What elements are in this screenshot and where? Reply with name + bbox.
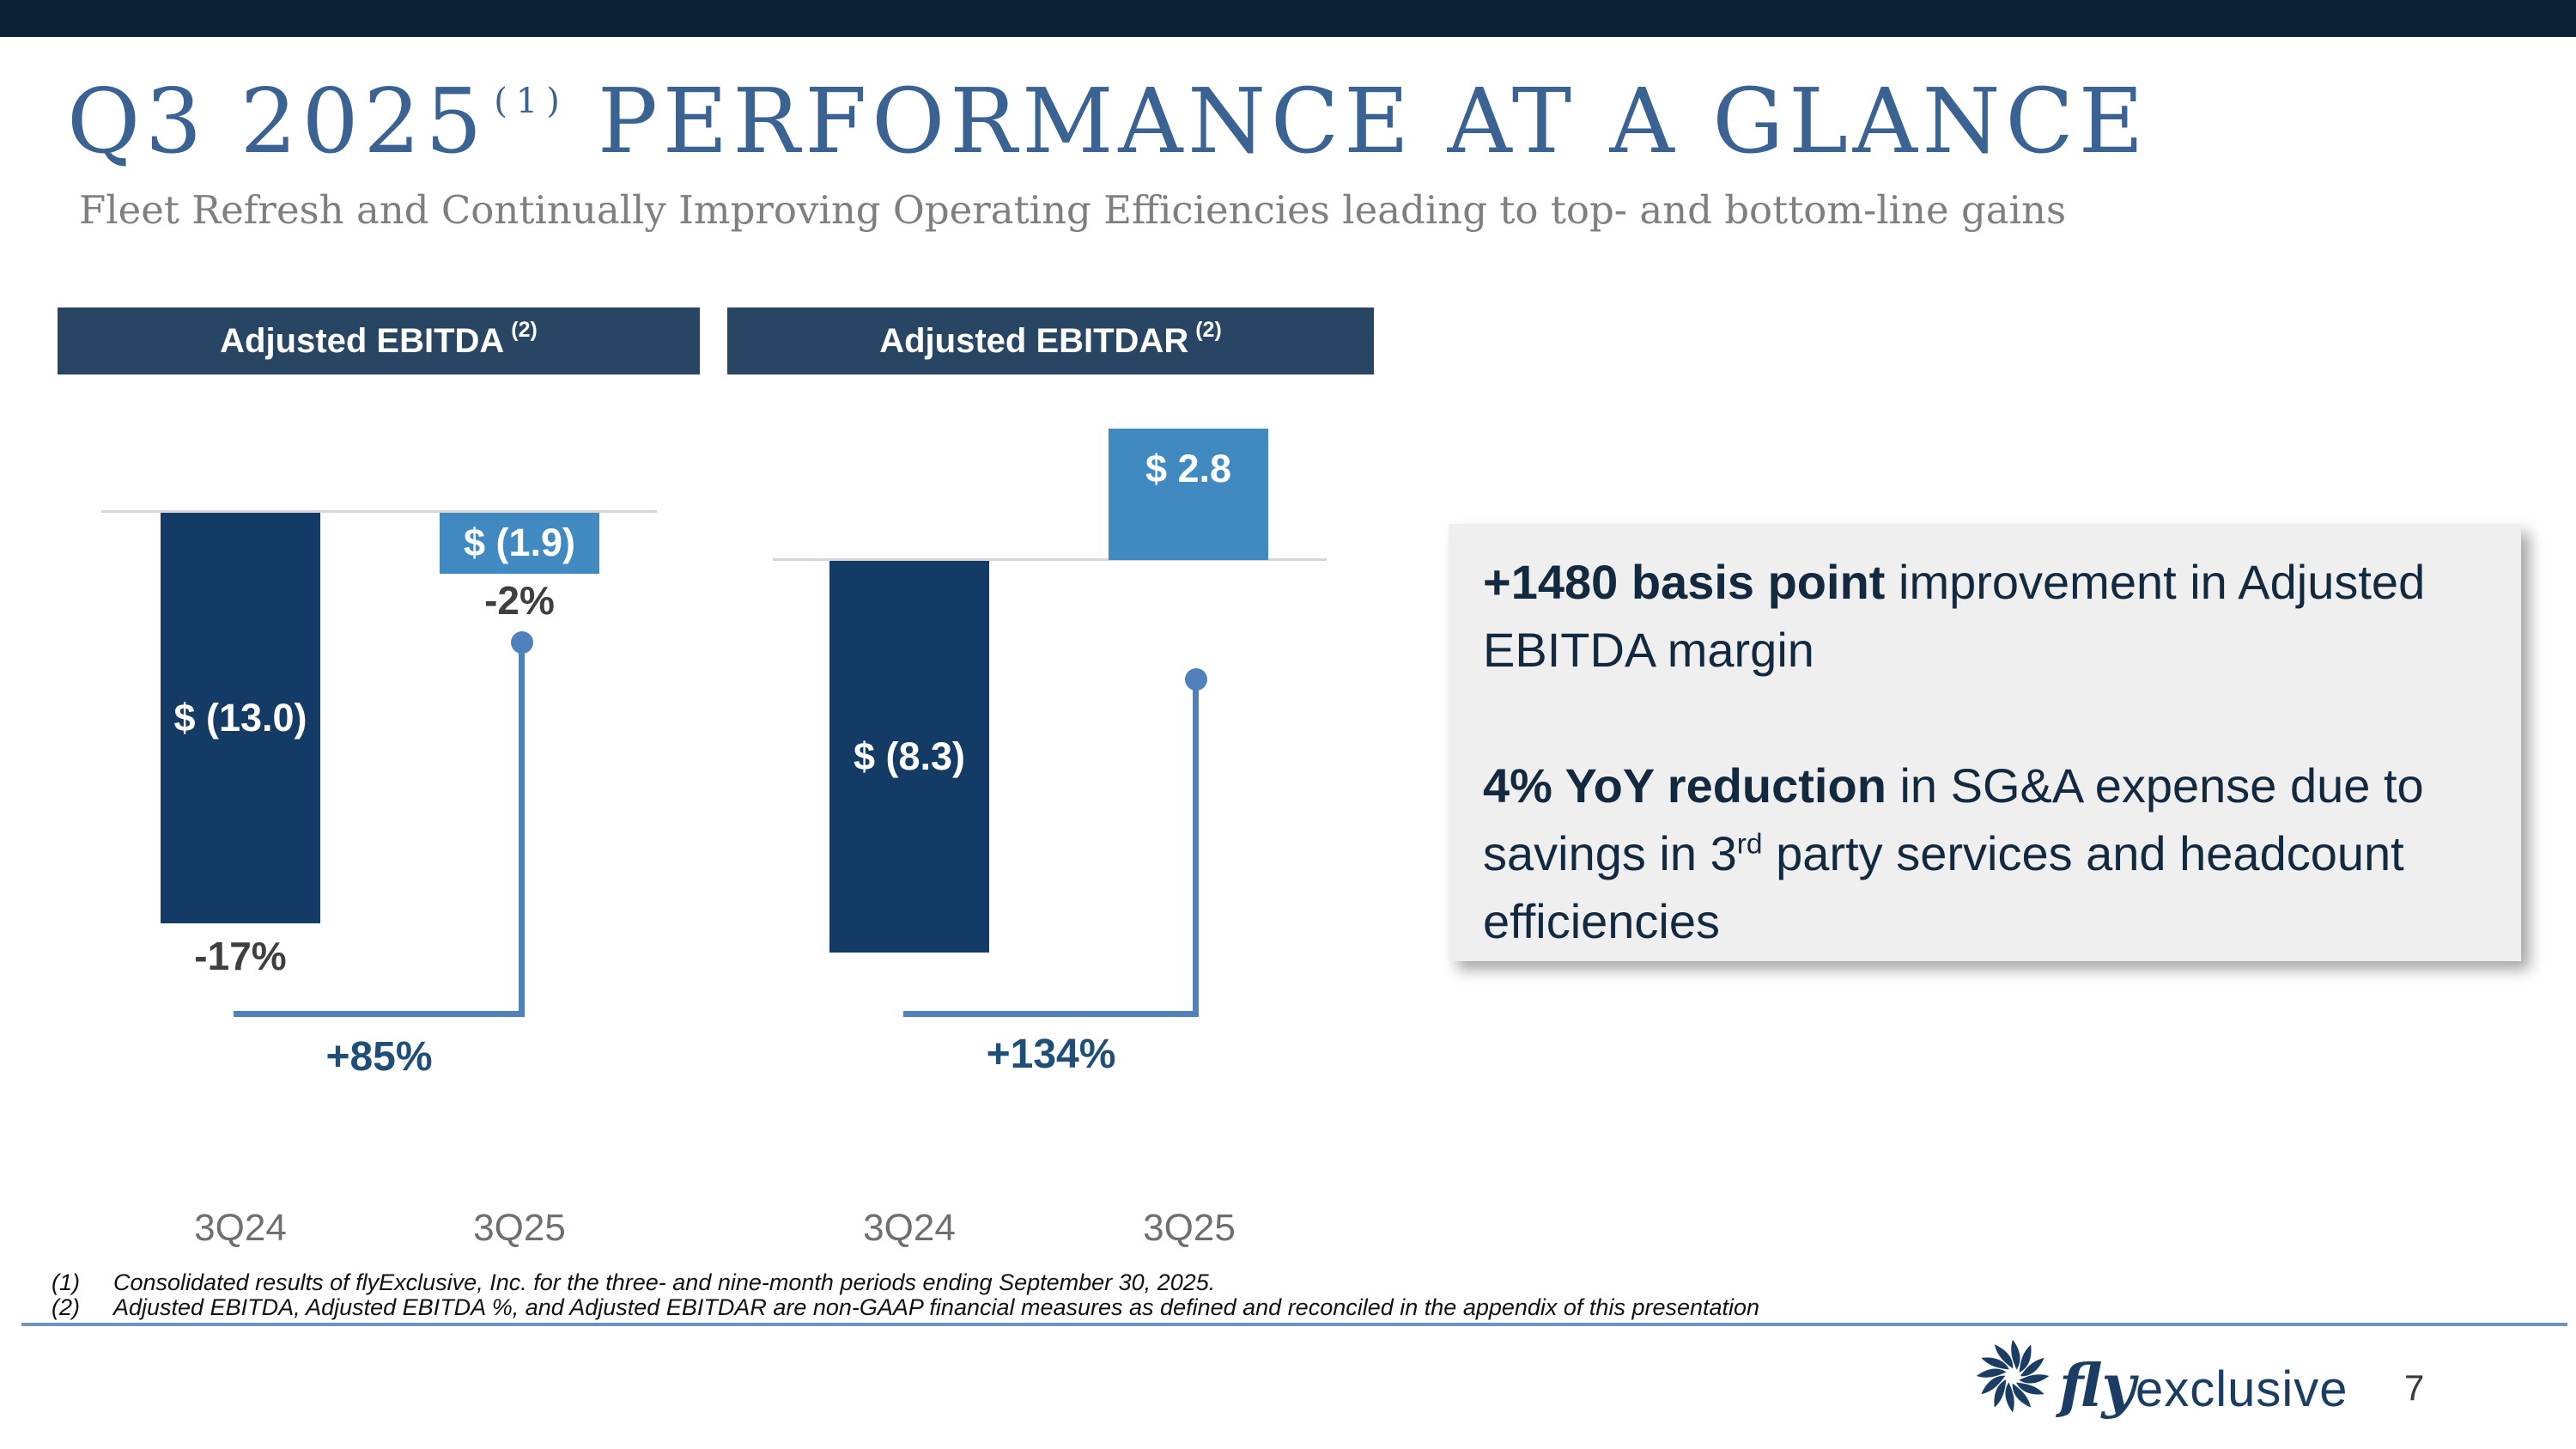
title-footnote-superscript: (1) [494,82,568,121]
footnote-1-marker: (1) [52,1269,80,1295]
chart-header-label: Adjusted EBITDAR [879,321,1189,360]
highlight-ebitda-margin: +1480 basis point improvement in Adjuste… [1483,548,2487,684]
ebitdar-bar-3q24: $ (8.3) [829,561,989,953]
highlight-bold-text: 4% YoY reduction [1483,758,1886,813]
chart-header-adjusted-ebitdar: Adjusted EBITDAR (2) [727,307,1374,374]
top-accent-bar [0,0,2576,37]
ordinal-superscript: rd [1736,828,1763,861]
ebitda-bar-3q25: $ (1.9) [440,513,599,574]
bar-value-label: $ (13.0) [173,695,307,740]
chart-header-label: Adjusted EBITDA [220,321,505,360]
chart-header-adjusted-ebitda: Adjusted EBITDA (2) [58,307,700,374]
ebitdar-zero-axis-line [773,558,1327,561]
ebitdar-connector-vertical-line [1193,679,1199,1017]
footnote-2-marker: (2) [52,1294,80,1320]
highlight-sga-reduction: 4% YoY reduction in SG&A expense due to … [1483,752,2487,955]
chart-header-superscript: (2) [511,317,538,342]
ebitda-connector-horizontal-line [234,1011,525,1017]
bar-value-label: $ (1.9) [463,521,576,565]
ebitda-change-label: +85% [325,1034,433,1080]
bar-value-label: $ (8.3) [853,734,966,778]
flyexclusive-swirl-logo-icon [1976,1339,2050,1413]
footer-divider-line [21,1323,2567,1326]
highlights-box: +1480 basis point improvement in Adjuste… [1449,524,2521,961]
highlight-regular-text: party services and headcount efficiencie… [1483,826,2404,948]
page-title: Q3 2025 (1) PERFORMANCE AT A GLANCE [67,69,2566,174]
ebitda-connector-vertical-line [519,642,525,1017]
highlight-regular-text: improvement in Adjusted EBITDA margin [1483,555,2426,677]
ebitda-x-label-3q24: 3Q24 [194,1207,287,1249]
brand-exclusive: exclusive [2135,1361,2348,1417]
page-subtitle: Fleet Refresh and Continually Improving … [79,187,2067,233]
ebitdar-x-label-3q24: 3Q24 [863,1207,956,1249]
title-rest: PERFORMANCE AT A GLANCE [597,69,2149,174]
title-main: Q3 2025 [67,69,488,174]
ebitdar-connector-horizontal-line [903,1011,1199,1017]
chart-header-superscript: (2) [1195,317,1222,342]
ebitda-bar-3q24: $ (13.0) [161,513,320,923]
brand-fly: fly [2059,1352,2136,1421]
brand-wordmark: flyexclusive [2059,1352,2348,1421]
page-number: 7 [2404,1367,2425,1408]
footnote-2-text: Adjusted EBITDA, Adjusted EBITDA %, and … [113,1294,1760,1320]
ebitdar-bar-3q25: $ 2.8 [1109,429,1268,560]
ebitda-margin-label-3q25: -2% [484,578,555,623]
highlight-bold-text: +1480 basis point [1483,555,1886,609]
footnote-1-text: Consolidated results of flyExclusive, In… [113,1269,1216,1295]
ebitda-x-label-3q25: 3Q25 [473,1207,566,1249]
ebitdar-x-label-3q25: 3Q25 [1143,1207,1236,1249]
ebitda-zero-axis-line [101,510,657,513]
ebitdar-change-label: +134% [986,1032,1116,1077]
bar-value-label: $ 2.8 [1145,447,1232,490]
highlight-regular-text: in SG&A expense due to savings in 3 [1483,758,2424,880]
ebitda-margin-label-3q24: -17% [194,934,287,978]
